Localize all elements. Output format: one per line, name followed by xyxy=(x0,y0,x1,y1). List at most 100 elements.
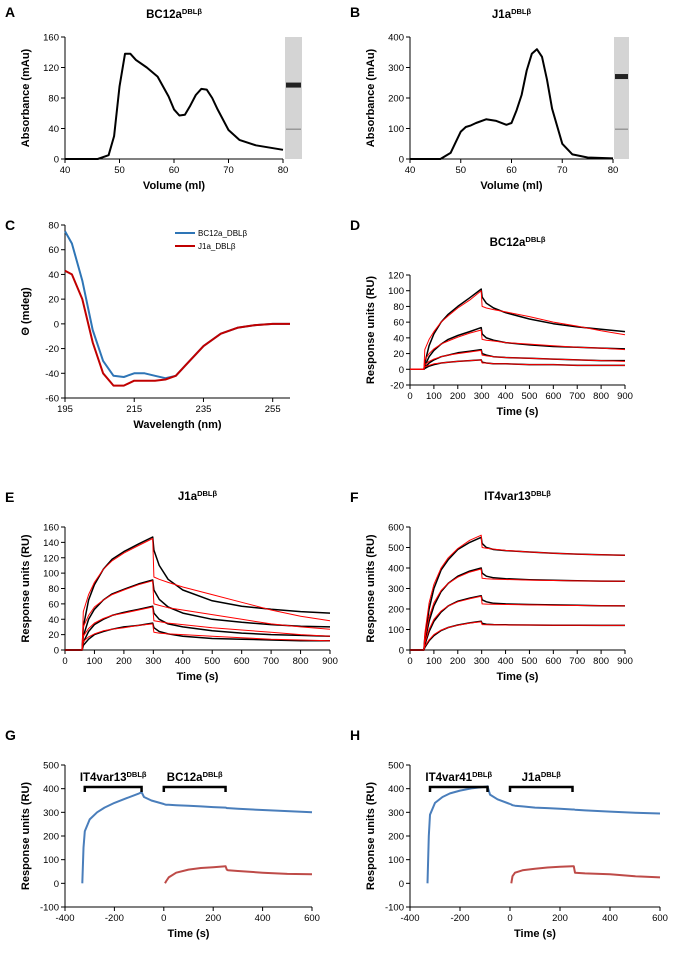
series-line xyxy=(410,290,626,370)
y-tick-label: 20 xyxy=(393,349,404,360)
y-tick-label: 40 xyxy=(48,270,59,281)
y-tick-label: -20 xyxy=(45,344,59,355)
x-tick-label: 235 xyxy=(196,404,212,415)
annotation-text: IT4var41 xyxy=(425,772,472,784)
y-axis-title: Θ (mdeg) xyxy=(20,287,32,336)
y-tick-label: 400 xyxy=(43,784,59,795)
series-line xyxy=(410,326,626,371)
x-axis-title: Time (s) xyxy=(168,928,210,940)
y-tick-label: 120 xyxy=(43,63,59,74)
panel-letter: B xyxy=(350,4,360,20)
series-line xyxy=(410,48,614,160)
y-axis-title: Response units (RU) xyxy=(365,534,377,643)
x-tick-label: 400 xyxy=(175,656,191,667)
series-line xyxy=(65,606,331,651)
y-tick-label: 400 xyxy=(388,784,404,795)
y-tick-label: 40 xyxy=(48,124,59,135)
x-tick-label: 600 xyxy=(545,391,561,402)
y-tick-label: 400 xyxy=(388,33,404,44)
annotation: IT4var13DBLβ xyxy=(80,770,147,785)
x-tick-label: 200 xyxy=(552,913,568,924)
chart-title-sup: DBLβ xyxy=(525,235,545,244)
x-tick-label: 800 xyxy=(293,656,309,667)
series-line xyxy=(410,568,626,651)
x-axis-title: Time (s) xyxy=(497,406,539,418)
y-tick-label: 300 xyxy=(43,808,59,819)
x-tick-label: 800 xyxy=(593,656,609,667)
y-tick-label: -40 xyxy=(45,369,59,380)
x-tick-label: -400 xyxy=(55,913,74,924)
y-tick-label: 80 xyxy=(393,302,404,313)
panel-letter: F xyxy=(350,489,359,505)
series-line xyxy=(65,538,331,651)
series-line xyxy=(410,534,626,651)
x-tick-label: 900 xyxy=(617,656,633,667)
y-axis-title: Response units (RU) xyxy=(365,782,377,891)
series-line xyxy=(65,605,331,651)
x-tick-label: 400 xyxy=(498,656,514,667)
panel: E J1aDBLβ 0 20 40 60 80 100 120 140 160 0 100 200 300 4… xyxy=(5,489,338,684)
y-tick-label: 120 xyxy=(43,553,59,564)
annotation-text: BC12a xyxy=(167,772,203,784)
y-tick-label: 40 xyxy=(393,333,404,344)
x-tick-label: 400 xyxy=(255,913,271,924)
y-tick-label: 0 xyxy=(399,365,404,376)
x-tick-label: 900 xyxy=(617,391,633,402)
x-tick-label: 0 xyxy=(407,656,412,667)
chart-title-text: IT4var13 xyxy=(484,491,531,503)
chart-title-text: BC12a xyxy=(146,9,182,21)
y-tick-label: 0 xyxy=(54,155,59,166)
annotation-sup: DBLβ xyxy=(127,770,147,779)
panel-letter: D xyxy=(350,217,360,233)
y-axis-title: Response units (RU) xyxy=(20,534,32,643)
x-axis-title: Time (s) xyxy=(497,671,539,683)
x-tick-label: 200 xyxy=(116,656,132,667)
series-line xyxy=(81,791,313,884)
y-tick-label: 100 xyxy=(388,625,404,636)
panel-letter: A xyxy=(5,4,15,20)
y-tick-label: 300 xyxy=(388,584,404,595)
x-tick-label: 50 xyxy=(114,165,125,176)
series-line xyxy=(64,269,290,387)
x-tick-label: 500 xyxy=(522,391,538,402)
chart-title-sup: DBLβ xyxy=(182,7,202,16)
x-tick-label: 0 xyxy=(407,391,412,402)
panel-letter: E xyxy=(5,489,14,505)
series-line xyxy=(510,865,661,884)
y-tick-label: 600 xyxy=(388,523,404,534)
bracket xyxy=(162,785,227,792)
x-tick-label: 300 xyxy=(474,656,490,667)
bracket xyxy=(83,785,143,792)
y-tick-label: 100 xyxy=(43,855,59,866)
x-tick-label: 255 xyxy=(265,404,281,415)
x-tick-label: 80 xyxy=(608,165,619,176)
y-tick-label: -20 xyxy=(390,381,404,392)
x-tick-label: 600 xyxy=(545,656,561,667)
panel: B J1aDBLβ 0 100 200 300 400 40 50 60 70 80 Volume (m… xyxy=(350,4,629,192)
series-line xyxy=(65,536,331,651)
series-line xyxy=(410,348,625,371)
series-line xyxy=(410,595,626,651)
y-tick-label: 100 xyxy=(388,855,404,866)
x-tick-label: 215 xyxy=(126,404,142,415)
legend-label: BC12a_DBLβ xyxy=(198,229,247,238)
y-tick-label: 120 xyxy=(388,271,404,282)
chart-title: BC12aDBLβ xyxy=(146,7,202,22)
y-tick-label: 20 xyxy=(48,295,59,306)
y-tick-label: 300 xyxy=(388,63,404,74)
gel-band xyxy=(286,128,301,130)
x-tick-label: 195 xyxy=(57,404,73,415)
x-tick-label: 40 xyxy=(405,165,416,176)
x-tick-label: 0 xyxy=(161,913,166,924)
series-line xyxy=(164,865,313,884)
x-tick-label: 80 xyxy=(278,165,289,176)
x-tick-label: 70 xyxy=(557,165,568,176)
chart-title: J1aDBLβ xyxy=(492,7,532,22)
y-tick-label: 200 xyxy=(388,832,404,843)
y-axis-title: Absorbance (mAu) xyxy=(20,48,32,147)
x-tick-label: -200 xyxy=(450,913,469,924)
x-tick-label: 700 xyxy=(263,656,279,667)
y-tick-label: 140 xyxy=(43,538,59,549)
